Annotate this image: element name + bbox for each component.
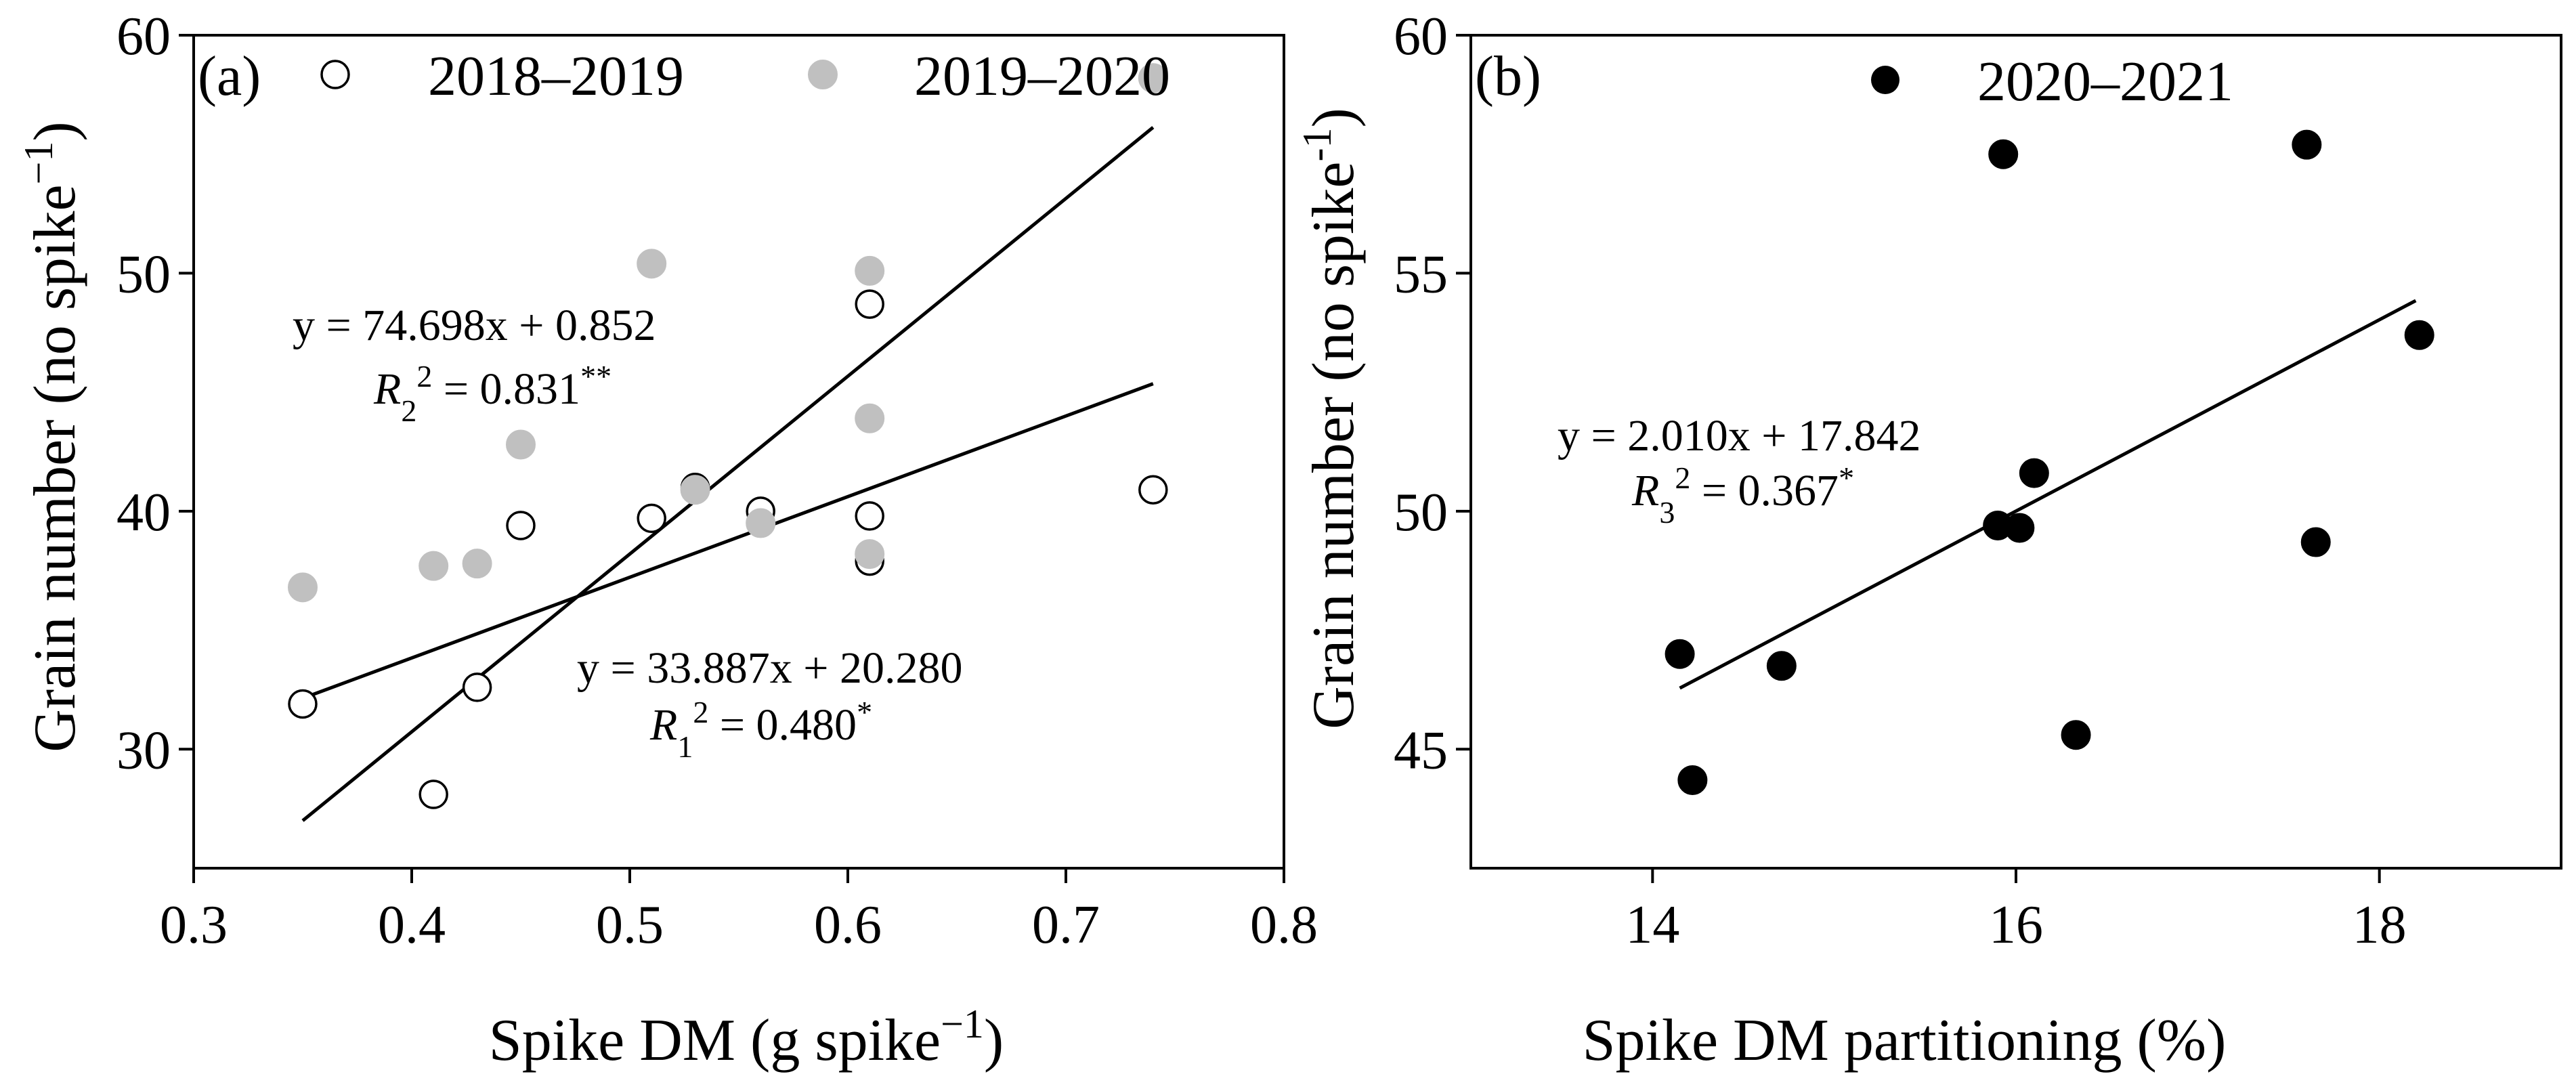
panel-b-label: (b) bbox=[1475, 45, 1541, 108]
data-point-2020-2021 bbox=[2004, 513, 2035, 543]
fit-line-2020-2021 bbox=[1679, 299, 2417, 690]
data-point-2019-2020 bbox=[855, 403, 885, 433]
panel-b-x-ticks: 14 16 18 bbox=[1625, 868, 2407, 955]
data-point-2018-2019 bbox=[637, 503, 666, 534]
data-point-2020-2021 bbox=[2019, 458, 2049, 488]
data-point-2019-2020 bbox=[462, 549, 492, 579]
fit-line-2019-2020 bbox=[301, 126, 1155, 822]
panel-a-fit-lines bbox=[301, 126, 1155, 822]
y-tick-label: 30 bbox=[116, 721, 171, 780]
panel-a-y-axis-title: Grain number (no spike−1) bbox=[16, 121, 88, 752]
y-tick-label: 50 bbox=[116, 244, 171, 304]
legend-marker-2019-2020 bbox=[808, 60, 838, 89]
panel-a-equation-2018-2019: y = 33.887x + 20.280 bbox=[577, 643, 962, 693]
data-point-2020-2021 bbox=[2300, 527, 2331, 557]
panel-a-r2-2018-2019: R12 = 0.480* bbox=[649, 695, 872, 764]
y-tick-label: 55 bbox=[1394, 244, 1448, 304]
y-tick-label: 60 bbox=[116, 7, 171, 66]
x-tick-label: 0.4 bbox=[378, 895, 446, 955]
panel-b-y-ticks: 45 50 55 60 bbox=[1394, 7, 1471, 780]
data-point-2019-2020 bbox=[1138, 63, 1168, 93]
fit-line-2018-2019 bbox=[302, 382, 1154, 700]
panel-a-r2-2019-2020: R22 = 0.831** bbox=[373, 359, 611, 428]
x-tick-label: 14 bbox=[1625, 895, 1679, 955]
panel-b-equation: y = 2.010x + 17.842 bbox=[1558, 411, 1920, 461]
y-tick-label: 45 bbox=[1394, 721, 1448, 780]
data-point-2020-2021 bbox=[1665, 639, 1695, 669]
data-point-2019-2020 bbox=[418, 551, 449, 581]
x-tick-label: 0.8 bbox=[1250, 895, 1318, 955]
x-tick-label: 0.5 bbox=[596, 895, 664, 955]
panel-b-r2: R32 = 0.367* bbox=[1631, 461, 1854, 530]
data-point-2020-2021 bbox=[2404, 320, 2434, 350]
data-point-2019-2020 bbox=[855, 255, 885, 286]
panel-a-equation-2019-2020: y = 74.698x + 0.852 bbox=[293, 301, 656, 350]
panel-a-x-axis-title: Spike DM (g spike−1) bbox=[489, 1002, 1004, 1073]
y-tick-label: 60 bbox=[1394, 7, 1448, 66]
panel-a-points bbox=[288, 63, 1168, 809]
y-tick-label: 40 bbox=[116, 483, 171, 542]
data-point-2018-2019 bbox=[462, 672, 492, 702]
panel-b-legend: 2020–2021 bbox=[1871, 50, 2233, 113]
panel-b: 14 16 18 45 50 55 60 (b) 2020–2021 y = 2.010x… bbox=[1295, 7, 2562, 1073]
panel-b-x-axis-title: Spike DM partitioning (%) bbox=[1583, 1008, 2227, 1073]
x-tick-label: 0.6 bbox=[814, 895, 882, 955]
data-point-2018-2019 bbox=[855, 501, 884, 531]
data-point-2019-2020 bbox=[637, 249, 667, 279]
y-tick-label: 50 bbox=[1394, 483, 1448, 542]
data-point-2020-2021 bbox=[1677, 765, 1708, 795]
legend-marker-2018-2019 bbox=[320, 60, 350, 89]
panel-b-fit-lines bbox=[1679, 299, 2417, 690]
data-point-2020-2021 bbox=[2061, 720, 2091, 750]
panel-b-y-axis-title: Grain number (no spike-1) bbox=[1295, 108, 1367, 729]
x-tick-label: 18 bbox=[2353, 895, 2407, 955]
data-point-2020-2021 bbox=[2292, 129, 2322, 160]
panel-a: 0.3 0.4 0.5 0.6 0.7 0.8 30 40 50 60 (a) 2018–201… bbox=[16, 7, 1318, 1073]
panel-a-y-ticks: 30 40 50 60 bbox=[116, 7, 194, 780]
panel-b-plot-frame bbox=[1469, 34, 2562, 870]
panel-b-points bbox=[1665, 129, 2434, 795]
x-tick-label: 0.3 bbox=[160, 895, 228, 955]
data-point-2018-2019 bbox=[506, 511, 536, 540]
data-point-2020-2021 bbox=[1988, 139, 2019, 169]
data-point-2019-2020 bbox=[506, 429, 536, 460]
data-point-2019-2020 bbox=[746, 508, 776, 538]
x-tick-label: 0.7 bbox=[1032, 895, 1100, 955]
data-point-2018-2019 bbox=[1138, 475, 1168, 505]
panel-a-label: (a) bbox=[198, 45, 261, 108]
data-point-2020-2021 bbox=[1766, 651, 1797, 681]
data-point-2019-2020 bbox=[855, 539, 885, 570]
data-point-2018-2019 bbox=[418, 779, 448, 809]
data-point-2018-2019 bbox=[855, 289, 884, 319]
x-tick-label: 16 bbox=[1989, 895, 2043, 955]
panel-a-plot-frame bbox=[192, 34, 1285, 870]
legend-label-2018-2019: 2018–2019 bbox=[428, 45, 684, 108]
legend-label-2020-2021: 2020–2021 bbox=[1977, 50, 2233, 113]
panel-a-legend: 2018–2019 2019–2020 bbox=[320, 45, 1170, 108]
legend-marker-2020-2021 bbox=[1871, 66, 1899, 94]
data-point-2019-2020 bbox=[680, 475, 710, 505]
data-point-2018-2019 bbox=[288, 689, 318, 719]
legend-label-2019-2020: 2019–2020 bbox=[914, 45, 1170, 108]
data-point-2019-2020 bbox=[288, 572, 318, 603]
panel-a-x-ticks: 0.3 0.4 0.5 0.6 0.7 0.8 bbox=[160, 868, 1318, 955]
